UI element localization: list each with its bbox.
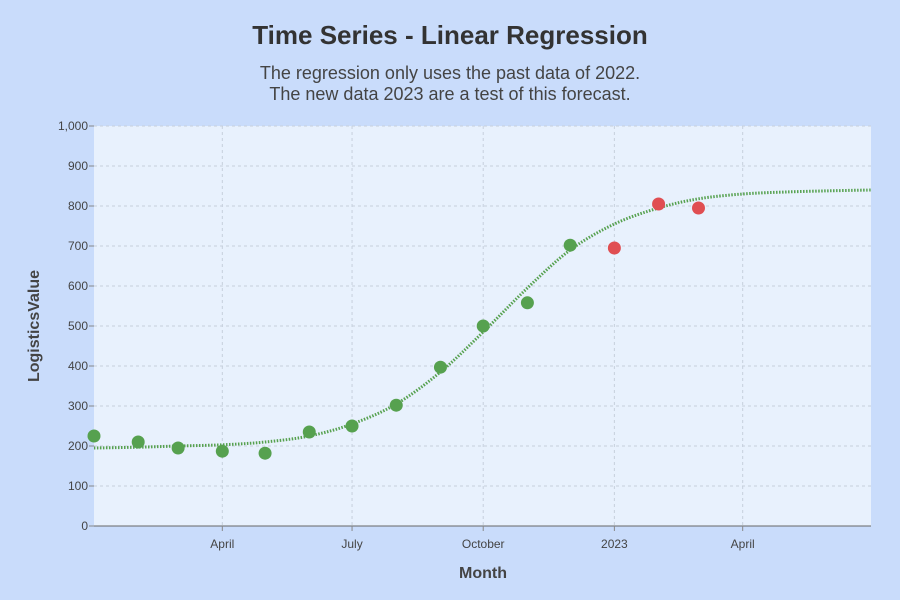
chart-subtitle-line-1: The regression only uses the past data o… [259,63,641,83]
x-tick-label: April [731,537,755,551]
data-point-2022 [302,425,316,439]
y-tick-label: 600 [68,279,88,293]
series-layer [87,188,872,460]
data-point-2022 [476,319,490,333]
y-tick-label: 1,000 [58,119,88,133]
data-point-2022 [563,238,577,252]
y-tick-label: 800 [68,199,88,213]
y-tick-label: 400 [68,359,88,373]
data-point-2022 [215,444,229,458]
data-point-2022 [433,360,447,374]
x-tick-label: July [341,537,362,551]
y-tick-label: 300 [68,399,88,413]
y-tick-label: 0 [81,519,88,533]
data-point-2023 [607,241,621,255]
x-axis-label: Month [459,565,507,582]
y-tick-label: 700 [68,239,88,253]
x-tick-label: October [462,537,505,551]
data-point-2022 [520,296,534,310]
x-tick-label: April [210,537,234,551]
data-point-2022 [171,441,185,455]
y-axis-label: LogisticsValue [26,270,43,382]
data-point-2022 [131,435,145,449]
chart-title: Time Series - Linear Regression [252,20,648,50]
y-tick-label: 100 [68,479,88,493]
data-point-2022 [258,446,272,460]
y-tick-label: 500 [68,319,88,333]
chart-subtitle-line-2: The new data 2023 are a test of this for… [269,84,631,104]
data-point-2023 [691,201,705,215]
data-point-2022 [87,429,101,443]
data-point-2023 [652,197,666,211]
data-point-2022 [345,419,359,433]
y-tick-label: 200 [68,439,88,453]
x-tick-label: 2023 [601,537,628,551]
y-tick-label: 900 [68,159,88,173]
tick-layer: 0 100 200 300 400 500 600 700 800 900 1,000 April Ju… [58,119,755,551]
data-point-2022 [389,398,403,412]
